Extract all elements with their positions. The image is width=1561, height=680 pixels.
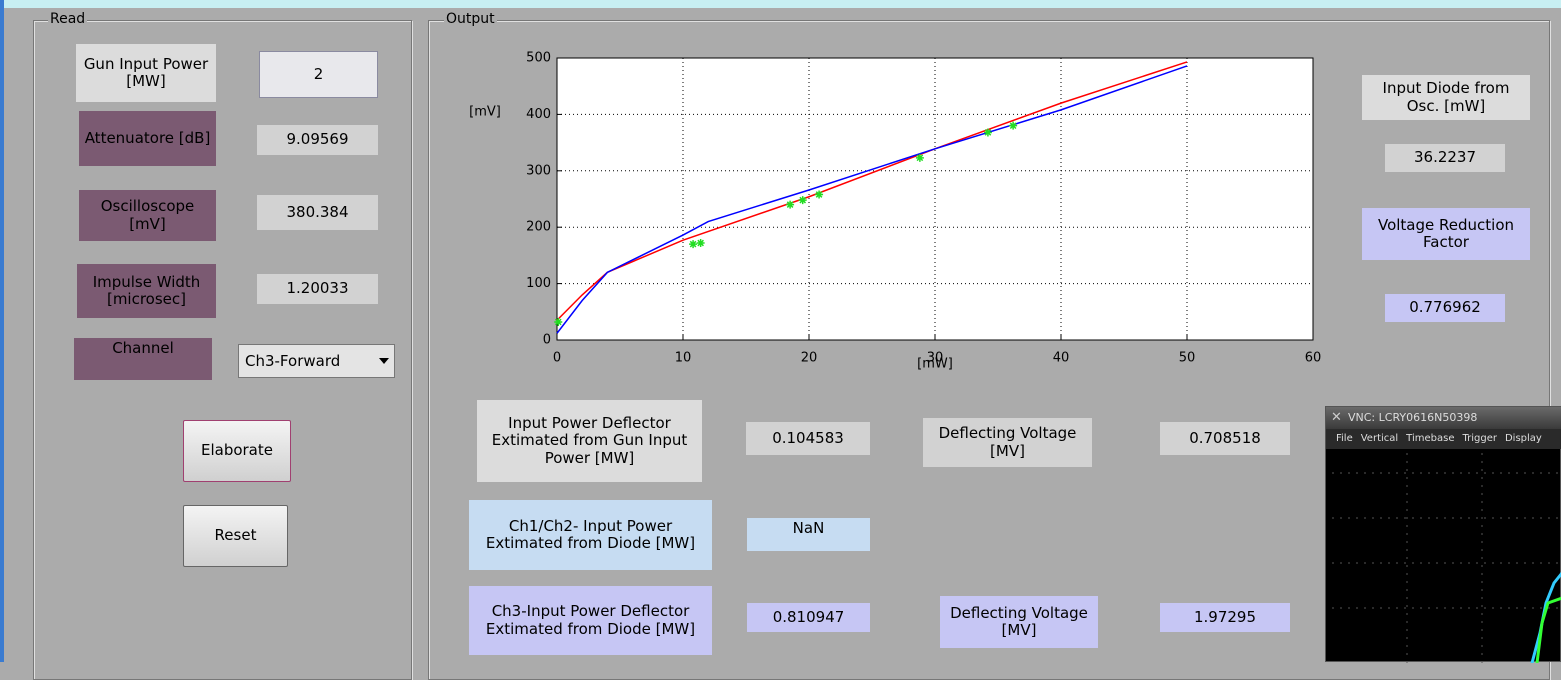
window-title: VNC: LCRY0616N50398 bbox=[1326, 407, 1561, 429]
y-tick-label: 500 bbox=[526, 51, 551, 66]
field-label: Input Power Deflector Extimated from Gun… bbox=[477, 400, 702, 482]
x-tick-label: 10 bbox=[675, 351, 692, 366]
plot-area bbox=[557, 58, 1313, 340]
field-label: Voltage Reduction Factor bbox=[1362, 208, 1530, 260]
y-axis-label: [mV] bbox=[469, 105, 501, 120]
data-point bbox=[786, 201, 794, 209]
menu-item[interactable]: Timebase bbox=[1406, 433, 1454, 449]
vnc-window[interactable]: VNC: LCRY0616N50398 ✕ File Vertical Timeba… bbox=[1325, 406, 1561, 662]
x-tick-label: 0 bbox=[553, 351, 561, 366]
y-tick-label: 100 bbox=[526, 276, 551, 291]
scope-screen bbox=[1332, 453, 1561, 663]
input-field[interactable]: 2 bbox=[259, 51, 378, 98]
field-value: 0.708518 bbox=[1160, 422, 1290, 455]
field-label: Ch1/Ch2- Input Power Extimated from Diod… bbox=[469, 500, 712, 570]
x-tick-label: 60 bbox=[1305, 351, 1322, 366]
field-label: Deflecting Voltage [MV] bbox=[923, 418, 1092, 467]
menu-item[interactable]: Trigger bbox=[1462, 433, 1497, 449]
panel-title: Output bbox=[444, 11, 497, 27]
close-icon[interactable]: ✕ bbox=[1331, 410, 1342, 425]
field-value: 380.384 bbox=[257, 195, 378, 230]
field-label: Deflecting Voltage [MV] bbox=[940, 596, 1098, 648]
field-value: 1.97295 bbox=[1160, 603, 1290, 632]
y-tick-label: 200 bbox=[526, 220, 551, 235]
field-value: 9.09569 bbox=[257, 125, 378, 155]
elaborate-button[interactable]: Elaborate bbox=[183, 420, 291, 482]
reset-button[interactable]: Reset bbox=[183, 505, 288, 567]
data-point bbox=[1009, 122, 1017, 130]
panel-title: Read bbox=[48, 11, 87, 27]
field-value: 1.20033 bbox=[257, 274, 378, 304]
field-value: 0.776962 bbox=[1385, 294, 1505, 322]
menu-item[interactable]: File bbox=[1336, 433, 1353, 449]
y-tick-label: 300 bbox=[526, 163, 551, 178]
data-point bbox=[697, 239, 705, 247]
field-label: Attenuatore [dB] bbox=[79, 111, 216, 166]
field-label: Ch3-Input Power Deflector Extimated from… bbox=[469, 586, 712, 655]
top-strip bbox=[0, 0, 1561, 8]
y-tick-label: 0 bbox=[543, 333, 551, 348]
menu-item[interactable]: Vertical bbox=[1361, 433, 1398, 449]
x-tick-label: 40 bbox=[1053, 351, 1070, 366]
y-tick-label: 400 bbox=[526, 107, 551, 122]
menu-item[interactable]: Display bbox=[1505, 433, 1542, 449]
field-label: Impulse Width [microsec] bbox=[77, 264, 216, 318]
x-tick-label: 20 bbox=[801, 351, 818, 366]
field-value: NaN bbox=[747, 518, 870, 551]
field-value: 36.2237 bbox=[1385, 144, 1505, 172]
left-edge bbox=[0, 0, 4, 662]
dropdown-arrow bbox=[379, 358, 389, 364]
field-label: Input Diode from Osc. [mW] bbox=[1362, 75, 1530, 120]
field-label: Channel bbox=[74, 338, 212, 380]
menu-bar: File Vertical Timebase Trigger Display bbox=[1326, 429, 1561, 449]
field-label: Gun Input Power [MW] bbox=[76, 44, 216, 102]
data-point bbox=[689, 240, 697, 248]
dropdown[interactable]: Ch3-Forward bbox=[238, 344, 395, 378]
field-label: Oscilloscope [mV] bbox=[79, 190, 216, 241]
field-value: 0.810947 bbox=[747, 603, 870, 632]
x-tick-label: 30 bbox=[927, 351, 944, 366]
dropdown-value: Ch3-Forward bbox=[245, 352, 340, 370]
x-tick-label: 50 bbox=[1179, 351, 1196, 366]
field-value: 0.104583 bbox=[746, 422, 870, 455]
page: Read Gun Input Power [MW] 2 Attenuatore … bbox=[0, 0, 1561, 662]
data-point bbox=[554, 318, 562, 326]
